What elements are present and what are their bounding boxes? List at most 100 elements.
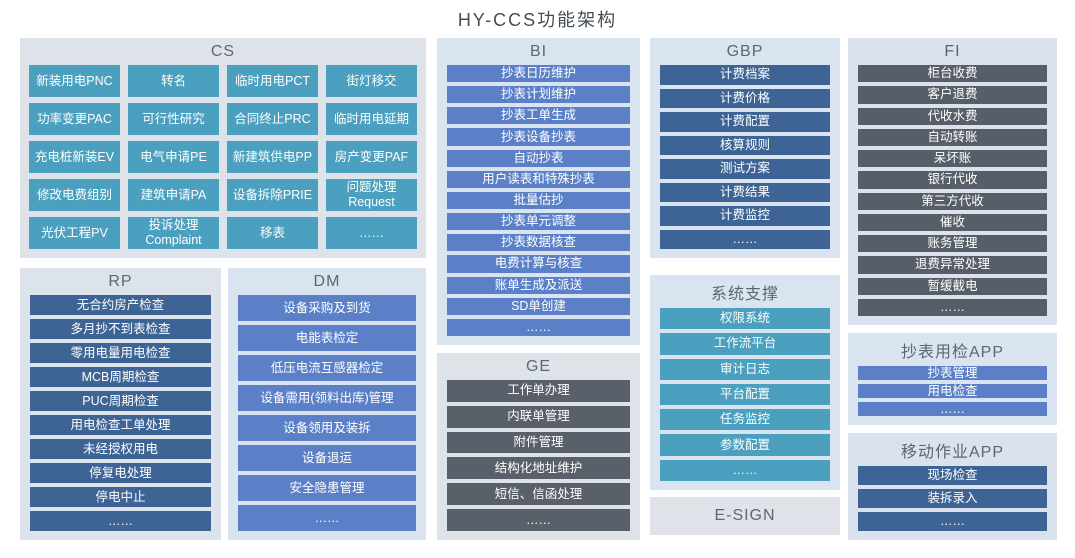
module-button[interactable]: 柜台收费 <box>858 65 1047 83</box>
module-button[interactable]: 退费异常处理 <box>858 256 1047 274</box>
module-button[interactable]: 电气申请PE <box>128 141 219 173</box>
module-button[interactable]: 权限系统 <box>660 308 830 330</box>
module-button[interactable]: 街灯移交 <box>326 65 417 97</box>
module-button[interactable]: 代收水费 <box>858 107 1047 125</box>
module-button[interactable]: 任务监控 <box>660 409 830 431</box>
module-button[interactable]: 抄表计划维护 <box>447 86 630 104</box>
module-button[interactable]: …… <box>858 512 1047 531</box>
module-button[interactable]: 移表 <box>227 217 318 249</box>
module-button[interactable]: 用电检查工单处理 <box>30 415 211 435</box>
module-button[interactable]: 设备领用及装拆 <box>238 415 416 441</box>
module-button[interactable]: 账单生成及派送 <box>447 276 630 294</box>
panel-ge: GE 工作单办理 内联单管理 附件管理 结构化地址维护 短信、信函处理 …… <box>437 353 640 540</box>
module-button[interactable]: MCB周期检查 <box>30 367 211 387</box>
module-button[interactable]: PUC周期检查 <box>30 391 211 411</box>
module-button[interactable]: 审计日志 <box>660 358 830 380</box>
module-button[interactable]: 临时用电延期 <box>326 103 417 135</box>
module-button[interactable]: 工作流平台 <box>660 333 830 355</box>
module-button[interactable]: …… <box>30 511 211 531</box>
module-button[interactable]: 用户读表和特殊抄表 <box>447 170 630 188</box>
module-button[interactable]: 抄表数据核查 <box>447 234 630 252</box>
module-button[interactable]: 未经授权用电 <box>30 439 211 459</box>
module-button[interactable]: 抄表工单生成 <box>447 107 630 125</box>
module-button[interactable]: 计费档案 <box>660 65 830 85</box>
module-button[interactable]: 内联单管理 <box>447 405 630 428</box>
module-button[interactable]: 停复电处理 <box>30 463 211 483</box>
module-button[interactable]: 转名 <box>128 65 219 97</box>
module-button[interactable]: 催收 <box>858 213 1047 231</box>
panel-bi-title: BI <box>529 43 548 60</box>
module-button[interactable]: 用电检查 <box>858 384 1047 398</box>
panel-cs-items: 新装用电PNC 转名 临时用电PCT 街灯移交功率变更PAC 可行性研究 合同终止PRC 临… <box>20 65 426 258</box>
module-button[interactable]: 参数配置 <box>660 434 830 456</box>
module-button[interactable]: 批量估抄 <box>447 191 630 210</box>
module-button[interactable]: 核算规则 <box>660 135 830 155</box>
module-button[interactable]: 现场检查 <box>858 466 1047 485</box>
module-button[interactable]: 客户退费 <box>858 86 1047 104</box>
module-button[interactable]: 停电中止 <box>30 487 211 507</box>
module-button[interactable]: 投诉处理 Complaint <box>128 217 219 249</box>
module-button[interactable]: 零用电量用电检查 <box>30 343 211 363</box>
module-button[interactable]: …… <box>238 505 416 531</box>
module-button[interactable]: 工作单办理 <box>447 380 630 402</box>
module-button[interactable]: 设备采购及到货 <box>238 295 416 321</box>
module-button[interactable]: 电能表检定 <box>238 325 416 351</box>
module-button[interactable]: 呆坏账 <box>858 150 1047 168</box>
module-button[interactable]: …… <box>858 402 1047 416</box>
module-button[interactable]: 临时用电PCT <box>227 65 318 97</box>
module-button[interactable]: 多月抄不到表检查 <box>30 319 211 339</box>
module-button[interactable]: 抄表管理 <box>858 366 1047 380</box>
module-button[interactable]: 计费价格 <box>660 88 830 108</box>
panel-mobile-work-app: 移动作业APP 现场检查装拆录入 …… <box>848 433 1057 540</box>
module-button[interactable]: 自动转账 <box>858 128 1047 146</box>
panel-system-support-items: 权限系统工作流平台审计日志平台配置任务监控参数配置 …… <box>650 308 840 490</box>
module-button[interactable]: 附件管理 <box>447 431 630 454</box>
module-button[interactable]: 低压电流互感器检定 <box>238 355 416 381</box>
module-button[interactable]: 设备拆除PRIE <box>227 179 318 211</box>
module-button[interactable]: SD单创建 <box>447 297 630 315</box>
module-button[interactable]: 第三方代收 <box>858 192 1047 210</box>
module-button[interactable]: 建筑申请PA <box>128 179 219 211</box>
module-button[interactable]: 光伏工程PV <box>29 217 120 249</box>
module-button[interactable]: 修改电费组别 <box>29 179 120 211</box>
panel-mobile-work-app-items: 现场检查装拆录入 …… <box>848 466 1057 540</box>
module-button[interactable]: 平台配置 <box>660 383 830 406</box>
module-button[interactable]: 电费计算与核查 <box>447 255 630 273</box>
module-button[interactable]: 房产变更PAF <box>326 141 417 173</box>
module-button[interactable]: 设备需用(领料出库)管理 <box>238 385 416 411</box>
module-button[interactable]: 抄表设备抄表 <box>447 128 630 146</box>
module-button[interactable]: …… <box>660 229 830 249</box>
module-button[interactable]: …… <box>447 509 630 531</box>
panel-fi-items: 柜台收费客户退费代收水费自动转账呆坏账银行代收第三方代收催收账务管理退费异常处理… <box>848 65 1057 325</box>
module-button[interactable]: 充电桩新装EV <box>29 141 120 173</box>
module-button[interactable]: 暂缓截电 <box>858 277 1047 295</box>
module-button[interactable]: 无合约房产检查 <box>30 295 211 315</box>
module-button[interactable]: 结构化地址维护 <box>447 457 630 480</box>
module-button[interactable]: 计费监控 <box>660 206 830 226</box>
module-button[interactable]: 问题处理 Request <box>326 179 417 211</box>
module-button[interactable]: 可行性研究 <box>128 103 219 135</box>
module-button[interactable]: 计费配置 <box>660 112 830 132</box>
module-button[interactable]: 自动抄表 <box>447 149 630 167</box>
module-button[interactable]: 设备退运 <box>238 445 416 471</box>
panel-mobile-work-app-title: 移动作业APP <box>900 444 1005 461</box>
module-button[interactable]: …… <box>660 459 830 481</box>
module-button[interactable]: 测试方案 <box>660 159 830 179</box>
module-button[interactable]: …… <box>447 318 630 337</box>
module-button[interactable]: 账务管理 <box>858 235 1047 253</box>
module-button[interactable]: 抄表单元调整 <box>447 213 630 231</box>
module-button[interactable]: 合同终止PRC <box>227 103 318 135</box>
module-button[interactable]: 安全隐患管理 <box>238 475 416 501</box>
module-button[interactable]: 功率变更PAC <box>29 103 120 135</box>
module-button[interactable]: 银行代收 <box>858 171 1047 189</box>
panel-gbp-items: 计费档案计费价格计费配置核算规则测试方案计费结果计费监控 …… <box>650 65 840 258</box>
module-button[interactable]: 新装用电PNC <box>29 65 120 97</box>
module-button[interactable]: 新建筑供电PP <box>227 141 318 173</box>
module-button[interactable]: 装拆录入 <box>858 489 1047 508</box>
module-button[interactable]: 抄表日历维护 <box>447 65 630 83</box>
module-button[interactable]: 计费结果 <box>660 182 830 202</box>
module-button[interactable]: …… <box>326 217 417 249</box>
module-button[interactable]: …… <box>858 298 1047 316</box>
module-button[interactable]: 短信、信函处理 <box>447 483 630 506</box>
